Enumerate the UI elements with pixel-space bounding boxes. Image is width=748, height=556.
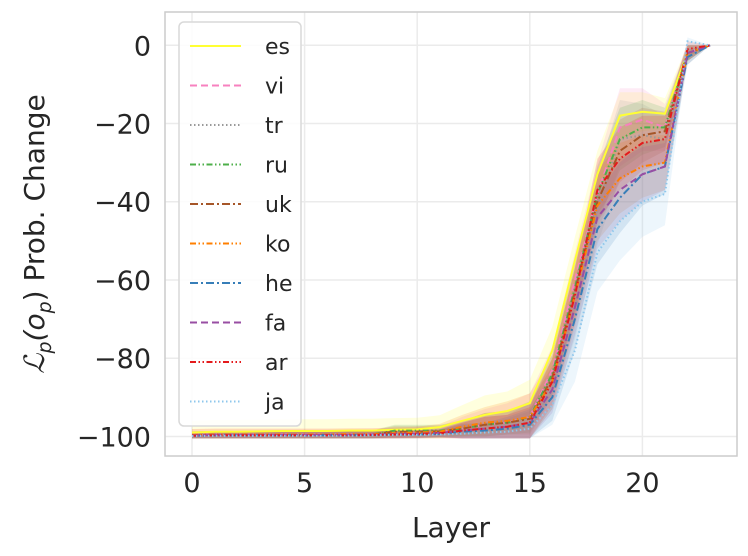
series-lines xyxy=(191,40,711,437)
y-tick-labels: 0 −20 −40 −60 −80 −100 xyxy=(77,31,151,453)
legend-label-tr: tr xyxy=(265,114,284,139)
legend-label-ar: ar xyxy=(265,351,288,376)
series-line-tr xyxy=(191,44,711,437)
confidence-bands xyxy=(192,37,710,439)
band-ja xyxy=(192,37,710,439)
y-axis-label-script-l: ℒ xyxy=(18,353,51,374)
y-tick-label-3: −60 xyxy=(94,266,151,297)
y-axis-label-close: ) xyxy=(18,290,51,301)
y-tick-label-0: 0 xyxy=(134,31,151,62)
y-tick-label-4: −80 xyxy=(94,344,151,375)
legend-label-es: es xyxy=(265,35,290,60)
legend-label-uk: uk xyxy=(265,193,292,218)
y-axis-label-group: ℒp(op) Prob. Change xyxy=(18,94,56,373)
y-tick-label-1: −20 xyxy=(94,109,151,140)
y-tick-label-5: −100 xyxy=(77,422,151,453)
plot-frame xyxy=(164,11,738,457)
legend-box xyxy=(178,21,302,427)
y-axis-label-open: (o xyxy=(18,313,51,341)
series-line-fa xyxy=(191,44,711,437)
legend-label-ja: ja xyxy=(264,391,285,416)
series-line-ar xyxy=(191,44,711,437)
x-axis-label: Layer xyxy=(412,511,491,544)
x-tick-labels: 0 5 10 15 20 xyxy=(183,468,659,499)
x-tick-label-20: 20 xyxy=(625,468,659,499)
x-tick-label-0: 0 xyxy=(183,468,200,499)
legend-label-ru: ru xyxy=(265,154,288,179)
x-tick-label-5: 5 xyxy=(296,468,313,499)
legend-label-fa: fa xyxy=(265,312,286,337)
y-axis-label-sub-p2: p xyxy=(34,301,56,314)
y-tick-label-2: −40 xyxy=(94,188,151,219)
y-axis-label: ℒp(op) Prob. Change xyxy=(18,94,56,373)
x-tick-label-10: 10 xyxy=(400,468,434,499)
legend-label-he: he xyxy=(265,272,292,297)
legend: es vi tr ru uk ko he fa ar ja xyxy=(178,21,302,427)
series-line-es xyxy=(191,44,711,434)
x-tick-label-15: 15 xyxy=(513,468,547,499)
legend-label-ko: ko xyxy=(265,233,290,258)
y-axis-label-rest: Prob. Change xyxy=(18,94,51,290)
y-axis-label-sub-p: p xyxy=(34,341,56,354)
band-he xyxy=(192,45,710,439)
legend-label-vi: vi xyxy=(265,75,284,100)
